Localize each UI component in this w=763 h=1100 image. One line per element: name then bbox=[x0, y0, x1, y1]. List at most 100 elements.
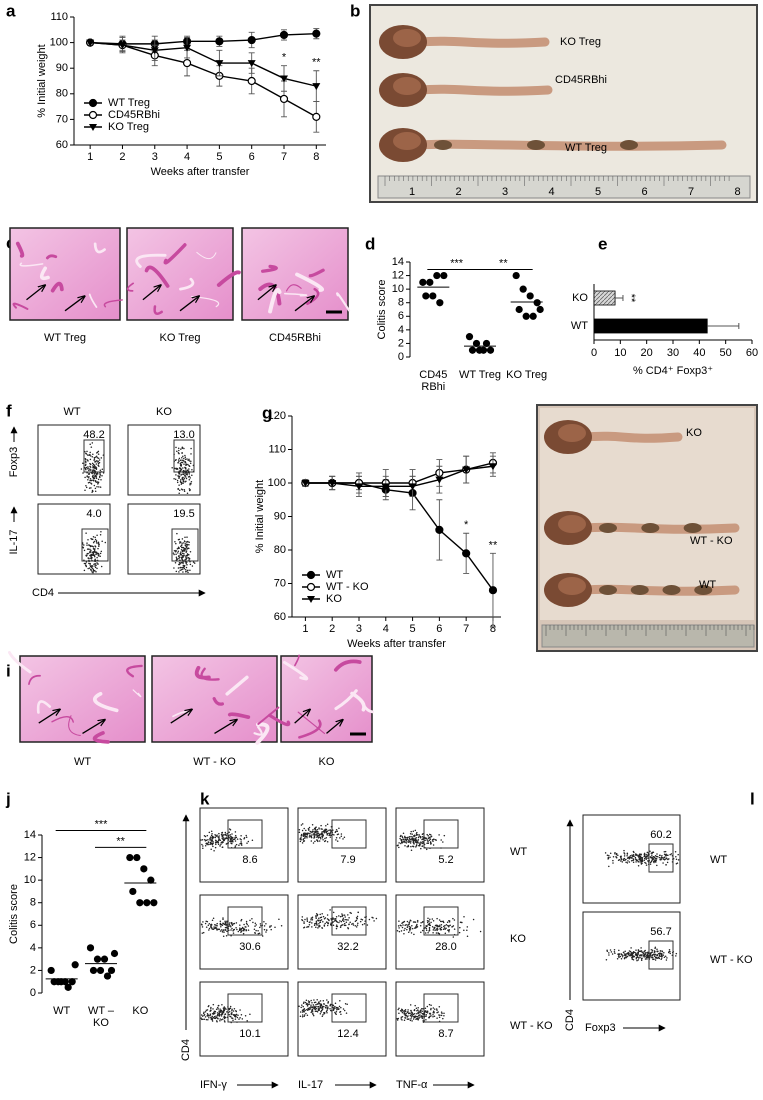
event-dot bbox=[181, 543, 183, 545]
event-dot bbox=[175, 447, 177, 449]
event-dot bbox=[193, 561, 195, 563]
event-dot bbox=[659, 954, 661, 956]
event-dot bbox=[311, 917, 313, 919]
event-dot bbox=[96, 553, 98, 555]
event-dot bbox=[84, 477, 86, 479]
event-dot bbox=[313, 837, 315, 839]
event-dot bbox=[175, 474, 177, 476]
event-dot bbox=[410, 1013, 412, 1015]
event-dot bbox=[414, 1017, 416, 1019]
event-dot bbox=[304, 926, 306, 928]
event-dot bbox=[306, 837, 308, 839]
event-dot bbox=[96, 542, 98, 544]
event-dot bbox=[92, 476, 94, 478]
event-dot bbox=[302, 823, 304, 825]
event-dot bbox=[657, 951, 659, 953]
event-dot bbox=[185, 481, 187, 483]
event-dot bbox=[398, 1012, 400, 1014]
event-dot bbox=[320, 1013, 322, 1015]
event-dot bbox=[406, 842, 408, 844]
event-dot bbox=[211, 924, 213, 926]
gate-percentage: 12.4 bbox=[337, 1028, 358, 1040]
event-dot bbox=[635, 859, 637, 861]
event-dot bbox=[93, 536, 95, 538]
event-dot bbox=[665, 851, 667, 853]
event-dot bbox=[627, 852, 629, 854]
event-dot bbox=[212, 836, 214, 838]
event-dot bbox=[346, 922, 348, 924]
event-dot bbox=[98, 481, 100, 483]
event-dot bbox=[86, 566, 88, 568]
event-dot bbox=[608, 866, 610, 868]
event-dot bbox=[351, 923, 353, 925]
event-dot bbox=[254, 928, 256, 930]
histology-image bbox=[10, 228, 120, 320]
event-dot bbox=[215, 844, 217, 846]
event-dot bbox=[432, 932, 434, 934]
event-dot bbox=[442, 1018, 444, 1020]
event-dot bbox=[96, 476, 98, 478]
event-dot bbox=[177, 548, 179, 550]
event-dot bbox=[176, 450, 178, 452]
event-dot bbox=[649, 952, 651, 954]
event-dot bbox=[318, 926, 320, 928]
event-dot bbox=[429, 919, 431, 921]
event-dot bbox=[211, 835, 213, 837]
event-dot bbox=[316, 920, 318, 922]
event-dot bbox=[333, 1009, 335, 1011]
event-dot bbox=[210, 1008, 212, 1010]
event-dot bbox=[654, 857, 656, 859]
x-tick-label: WT – KO bbox=[79, 1005, 122, 1029]
event-dot bbox=[178, 459, 180, 461]
event-dot bbox=[626, 956, 628, 958]
event-dot bbox=[641, 960, 643, 962]
event-dot bbox=[636, 957, 638, 959]
event-dot bbox=[95, 539, 97, 541]
event-dot bbox=[188, 557, 190, 559]
event-dot bbox=[235, 1010, 237, 1012]
event-dot bbox=[221, 924, 223, 926]
event-dot bbox=[617, 958, 619, 960]
event-dot bbox=[231, 928, 233, 930]
x-tick-label: 60 bbox=[746, 347, 758, 359]
event-dot bbox=[653, 959, 655, 961]
event-dot bbox=[410, 833, 412, 835]
event-dot bbox=[414, 838, 416, 840]
flow-plot bbox=[200, 808, 288, 882]
event-dot bbox=[345, 1003, 347, 1005]
event-dot bbox=[218, 843, 220, 845]
gate-percentage: 30.6 bbox=[239, 941, 260, 953]
event-dot bbox=[343, 917, 345, 919]
event-dot bbox=[400, 1010, 402, 1012]
event-dot bbox=[178, 567, 180, 569]
y-tick-label: 14 bbox=[24, 829, 36, 841]
event-dot bbox=[99, 476, 101, 478]
event-dot bbox=[437, 928, 439, 930]
event-dot bbox=[179, 569, 181, 571]
event-dot bbox=[627, 953, 629, 955]
event-dot bbox=[181, 477, 183, 479]
event-dot bbox=[415, 830, 417, 832]
event-dot bbox=[417, 1009, 419, 1011]
event-dot bbox=[439, 1016, 441, 1018]
event-dot bbox=[320, 837, 322, 839]
event-dot bbox=[187, 553, 189, 555]
event-dot bbox=[420, 1010, 422, 1012]
event-dot bbox=[303, 921, 305, 923]
event-dot bbox=[640, 861, 642, 863]
colon-content bbox=[641, 523, 659, 533]
event-dot bbox=[346, 1003, 348, 1005]
event-dot bbox=[329, 909, 331, 911]
event-dot bbox=[87, 568, 89, 570]
event-dot bbox=[183, 460, 185, 462]
event-dot bbox=[181, 482, 183, 484]
event-dot bbox=[218, 1005, 220, 1007]
event-dot bbox=[212, 1016, 214, 1018]
event-dot bbox=[86, 555, 88, 557]
event-dot bbox=[654, 951, 656, 953]
event-dot bbox=[606, 949, 608, 951]
event-dot bbox=[315, 916, 317, 918]
event-dot bbox=[336, 924, 338, 926]
event-dot bbox=[217, 1008, 219, 1010]
